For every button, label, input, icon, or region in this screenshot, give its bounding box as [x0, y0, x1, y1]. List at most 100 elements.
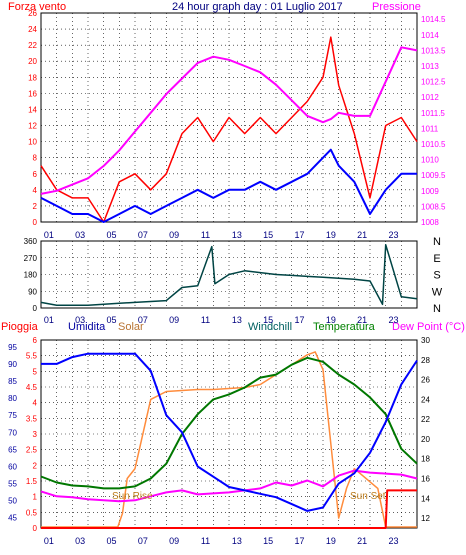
rain-tick-label: 3.5 — [26, 414, 38, 423]
rain-axis-title: Pioggia — [1, 321, 38, 333]
wind-tick-label: 16 — [28, 89, 37, 98]
direction-tick-label: 360 — [24, 237, 38, 246]
x-tick-label: 23 — [388, 536, 398, 546]
wind-tick-label: 8 — [33, 154, 38, 163]
temperature-tick-label: 14 — [421, 494, 430, 503]
x-tick-label: 23 — [388, 230, 398, 240]
compass-point-label: N — [433, 236, 441, 248]
temperature-tick-label: 28 — [421, 356, 430, 365]
wind-tick-label: 20 — [28, 57, 37, 66]
x-tick-label: 11 — [201, 536, 210, 546]
wind-direction-line — [40, 243, 418, 306]
humidity-axis-title: Umidita — [68, 321, 106, 333]
direction-x-axis-ticks: 01 03 05 07 09 11 13 15 17 19 21 23 — [44, 315, 399, 325]
rain-humidity-temp-series — [40, 351, 418, 529]
pressure-axis-title: Pressione — [372, 1, 421, 13]
wind-axis-title: Forza vento — [8, 1, 67, 13]
pressure-tick-label: 1014 — [421, 31, 439, 40]
compass-point-label: S — [433, 270, 440, 282]
x-tick-label: 05 — [106, 230, 116, 240]
x-tick-label: 23 — [388, 315, 398, 325]
x-tick-label: 17 — [294, 230, 304, 240]
windchill-legend-label: Windchill — [248, 321, 293, 333]
x-tick-label: 01 — [44, 230, 54, 240]
temperature-line — [40, 356, 418, 490]
rain-line — [41, 489, 417, 529]
wind-tick-label: 14 — [28, 105, 37, 114]
wind-tick-label: 10 — [28, 138, 37, 147]
humidity-tick-label: 80 — [8, 394, 17, 403]
rain-tick-label: 5 — [33, 367, 38, 376]
x-tick-label: 09 — [169, 230, 179, 240]
solar-line — [41, 351, 417, 528]
rain-tick-label: 4.5 — [26, 383, 38, 392]
sunset-label: Sun Set — [350, 491, 386, 502]
temperature-tick-label: 22 — [421, 415, 430, 424]
x-tick-label: 17 — [294, 315, 304, 325]
x-tick-label: 15 — [263, 230, 273, 240]
pressure-tick-label: 1013 — [421, 62, 439, 71]
x-tick-label: 11 — [201, 230, 210, 240]
pressure-y-axis-ticks: 1008 1008.5 1009 1009.5 1010 1010.5 1011 1011.5… — [421, 15, 446, 227]
humidity-tick-label: 85 — [8, 377, 17, 386]
temperature-tick-label: 20 — [421, 435, 430, 444]
humidity-tick-label: 95 — [8, 343, 17, 352]
humidity-line — [41, 352, 418, 512]
x-tick-label: 05 — [106, 536, 116, 546]
rain-y-axis-ticks: 0 0.5 1 1.5 2 2.5 3 3.5 4 4.5 5 5.5 6 — [26, 336, 38, 533]
x-tick-label: 21 — [357, 230, 367, 240]
pressure-tick-label: 1008 — [421, 218, 439, 227]
x-tick-label: 13 — [232, 230, 242, 240]
pressure-tick-label: 1010.5 — [421, 140, 446, 149]
pressure-tick-label: 1013.5 — [421, 46, 446, 55]
x-tick-label: 21 — [357, 315, 367, 325]
rain-tick-label: 1 — [33, 493, 38, 502]
direction-tick-label: 270 — [24, 254, 38, 263]
wind-tick-label: 22 — [28, 41, 37, 50]
compass-point-label: W — [432, 286, 443, 298]
x-tick-label: 07 — [138, 230, 148, 240]
rain-tick-label: 3 — [33, 430, 38, 439]
sunrise-label: Sun Rise — [112, 491, 153, 502]
humidity-tick-label: 90 — [8, 360, 17, 369]
x-tick-label: 13 — [232, 536, 242, 546]
direction-tick-label: 90 — [28, 287, 37, 296]
temperature-legend-label: Temperatura — [313, 321, 375, 333]
x-tick-label: 03 — [75, 230, 85, 240]
wind-gust-line — [40, 36, 418, 223]
temperature-tick-label: 16 — [421, 475, 430, 484]
wind-average-line — [40, 148, 417, 223]
x-tick-label: 07 — [138, 536, 148, 546]
rain-tick-label: 5.5 — [26, 352, 38, 361]
pressure-tick-label: 1011 — [421, 124, 439, 133]
temperature-y-axis-ticks: 12 14 16 18 20 22 24 26 28 30 — [421, 336, 430, 523]
humidity-tick-label: 65 — [8, 445, 17, 454]
wind-tick-label: 26 — [28, 9, 37, 18]
rain-tick-label: 2.5 — [26, 446, 38, 455]
x-tick-label: 05 — [106, 315, 116, 325]
rain-tick-label: 4 — [33, 399, 38, 408]
x-tick-label: 19 — [326, 315, 336, 325]
x-tick-label: 01 — [44, 315, 54, 325]
wind-tick-label: 4 — [33, 186, 38, 195]
x-tick-label: 19 — [326, 536, 336, 546]
temperature-tick-label: 30 — [421, 336, 430, 345]
humidity-tick-label: 45 — [8, 514, 17, 523]
wind-tick-label: 24 — [28, 25, 37, 34]
rain-tick-label: 1.5 — [26, 477, 38, 486]
dewpoint-axis-title: Dew Point (°C) — [392, 321, 465, 333]
rain-tick-label: 6 — [33, 336, 38, 345]
rain-tick-label: 2 — [33, 461, 38, 470]
dewpoint-line — [40, 469, 418, 503]
temperature-tick-label: 12 — [421, 514, 430, 523]
compass-point-label: N — [433, 303, 441, 315]
solar-legend-label: Solar — [118, 321, 144, 333]
chart-title: 24 hour graph day : 01 Luglio 2017 — [172, 1, 343, 13]
temperature-tick-label: 24 — [421, 395, 430, 404]
compass-point-label: E — [433, 253, 440, 265]
wind-tick-label: 6 — [33, 170, 38, 179]
wind-series — [40, 36, 418, 223]
x-tick-label: 15 — [263, 315, 273, 325]
